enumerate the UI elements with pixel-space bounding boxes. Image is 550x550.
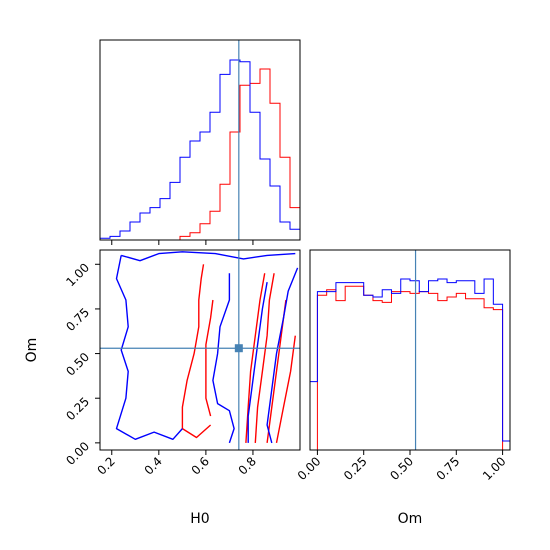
om-tick-label: 0.25	[341, 454, 370, 483]
x-axis-label-om: Om	[398, 511, 423, 527]
om-histogram-frame	[309, 249, 511, 451]
contour-blue-line	[266, 267, 299, 444]
h0-histogram-panel	[99, 39, 301, 245]
contour-blue-line	[121, 251, 296, 262]
h0-histogram-red-series	[100, 68, 301, 241]
om-histogram-ticks: 0.00 0.25 0.50 0.75 1.00	[295, 450, 509, 483]
om-tick-label: 0.75	[63, 305, 92, 334]
contour-red-line	[181, 264, 212, 439]
om-tick-label: 0.75	[434, 454, 463, 483]
contour-series	[100, 250, 300, 450]
h0-om-contour-panel: 0.2 0.4 0.6 0.8 0.00 0.25 0.50 0.75 1.00 H0 Om	[24, 249, 301, 527]
h0-histogram-series	[99, 40, 301, 241]
h0-tick-label: 0.2	[94, 454, 117, 477]
contour-red-line	[275, 335, 296, 444]
contour-blue-line	[212, 273, 235, 444]
om-tick-label: 1.00	[480, 454, 509, 483]
h0-tick-label: 0.4	[142, 454, 165, 477]
om-histogram-red-series	[310, 285, 510, 451]
om-tick-label: 1.00	[63, 261, 92, 290]
y-axis-label-om: Om	[24, 338, 40, 363]
om-tick-label: 0.50	[63, 350, 92, 379]
h0-histogram-blue-series	[99, 59, 301, 240]
om-histogram-series	[309, 250, 511, 451]
x-axis-label-h0: H0	[190, 511, 209, 527]
om-tick-label: 0.00	[63, 439, 92, 468]
h0-tick-label: 0.8	[236, 454, 259, 477]
truth-marker	[234, 344, 243, 353]
contour-red-line	[205, 299, 214, 417]
om-tick-label: 0.25	[63, 394, 92, 423]
om-tick-label: 0.50	[387, 454, 416, 483]
h0-tick-label: 0.6	[189, 454, 212, 477]
contour-panel-frame	[99, 249, 301, 451]
contour-blue-line	[247, 281, 268, 443]
h0-histogram-frame	[99, 39, 301, 241]
contour-red-line	[254, 273, 275, 443]
om-histogram-blue-series	[309, 278, 511, 450]
h0-histogram-ticks	[111, 240, 254, 245]
contour-red-line	[245, 273, 266, 443]
contour-blue-line	[115, 255, 183, 440]
om-tick-label: 0.00	[295, 454, 324, 483]
om-histogram-panel: 0.00 0.25 0.50 0.75 1.00 Om	[295, 249, 511, 527]
